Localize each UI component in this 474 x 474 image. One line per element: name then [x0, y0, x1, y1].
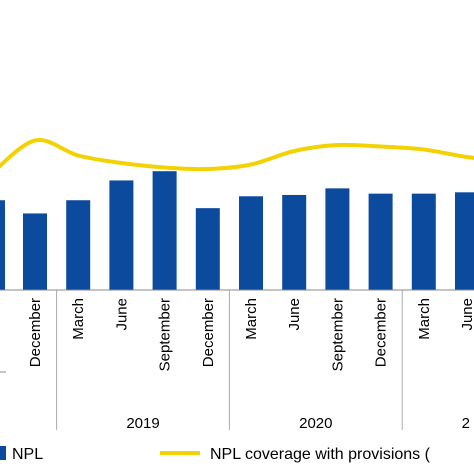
bar-partial-left [0, 200, 5, 290]
tick-label-1: March [70, 298, 87, 340]
tick-label-7: September [329, 298, 346, 371]
bars-layer [0, 171, 474, 290]
year-label-2019: 2019 [126, 415, 159, 432]
bar-2 [109, 180, 134, 290]
bar-6 [282, 194, 307, 290]
year-label-2020: 2020 [299, 415, 332, 432]
tick-label-2: June [113, 298, 130, 331]
tick-label-9: March [416, 298, 433, 340]
bar-1 [66, 200, 91, 290]
bar-10 [455, 192, 474, 290]
tick-label-10: June [459, 298, 474, 331]
bar-5 [239, 196, 263, 290]
coverage-line [0, 138, 474, 172]
legend: NPL NPL coverage with provisions ( [0, 446, 431, 463]
legend-swatch-npl [0, 446, 6, 460]
bar-0 [23, 213, 47, 290]
bar-9 [411, 193, 436, 290]
line-layer [0, 138, 474, 172]
legend-label-coverage: NPL coverage with provisions ( [210, 446, 431, 463]
legend-label-npl: NPL [12, 446, 43, 463]
tick-label-3: September [157, 298, 174, 371]
tick-label-8: December [373, 298, 390, 367]
bar-3 [152, 171, 177, 290]
tick-label-4: December [200, 298, 217, 367]
tick-label-0: December [27, 298, 44, 367]
bar-8 [368, 193, 393, 290]
tick-label-5: March [243, 298, 260, 340]
tick-label-6: June [286, 298, 303, 331]
bar-7 [325, 188, 350, 290]
year-label-2: 2 [462, 415, 470, 432]
bar-4 [195, 208, 220, 290]
x-axis: December March June September December March J… [0, 289, 474, 432]
